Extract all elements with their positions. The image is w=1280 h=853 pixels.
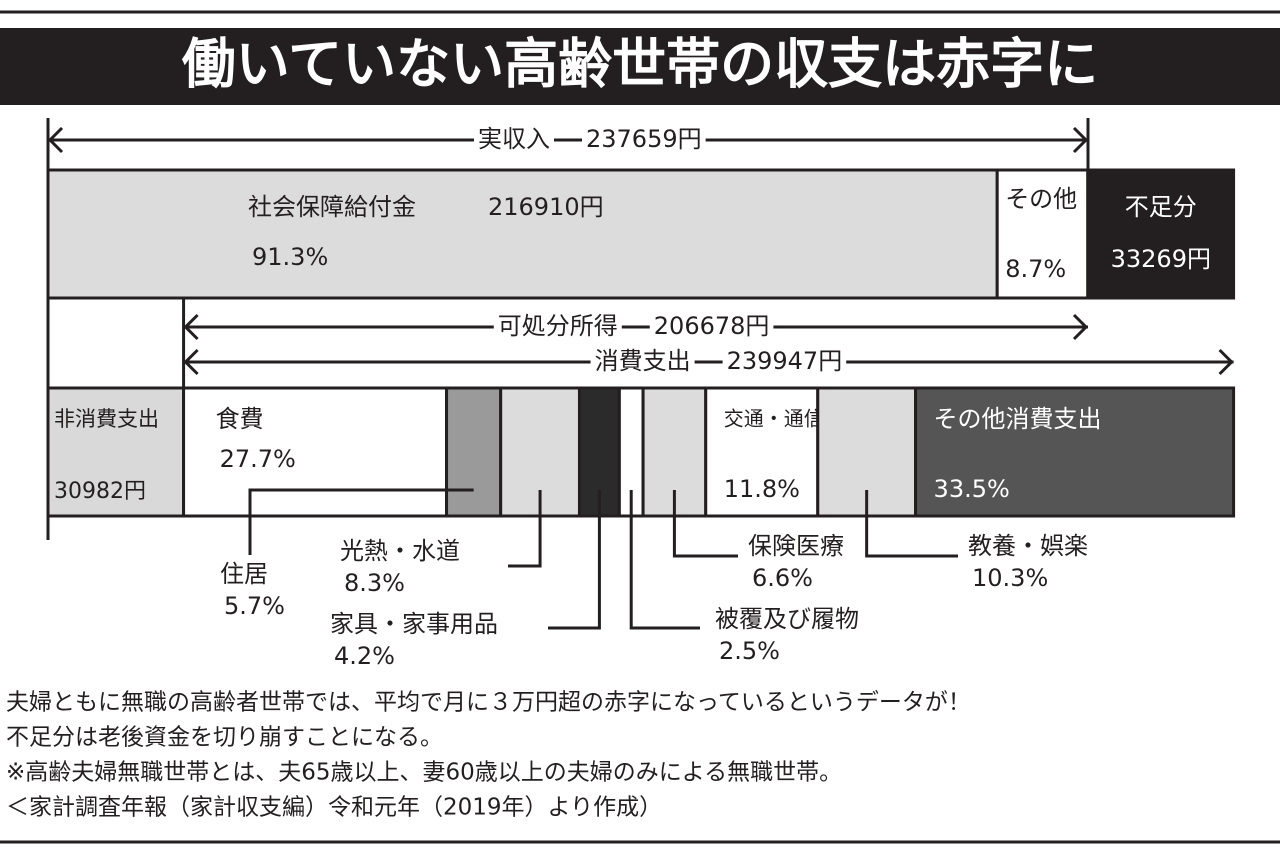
leader-line (248, 488, 474, 555)
callout-name: 被覆及び履物 (715, 605, 859, 633)
callout-share: 10.3% (972, 564, 1048, 592)
label-bg (649, 312, 774, 342)
note: ※高齢夫婦無職世帯とは、夫65歳以上、妻60歳以上の夫婦のみによる無職世帯。 (6, 760, 842, 786)
note: 不足分は老後資金を切り崩すことになる。 (6, 725, 443, 751)
bracket-label: 実収入 (478, 125, 550, 153)
label-bg (590, 347, 695, 377)
bracket-value: 206678円 (654, 312, 770, 340)
callout-share: 8.3% (344, 569, 405, 597)
arrow-head (1072, 126, 1089, 154)
segment-name: 非消費支出 (54, 407, 159, 431)
callout-share: 4.2% (334, 642, 395, 670)
arrow-head (1072, 313, 1089, 341)
arrow-head (47, 126, 64, 154)
segment-value: 216910円 (488, 193, 604, 221)
chart-title: 働いていない高齢世帯の収支は赤字に (182, 33, 1098, 96)
deficit-segment (1086, 168, 1236, 300)
callout-share: 5.7% (224, 592, 285, 620)
label-bg (722, 347, 847, 377)
callout-share: 6.6% (752, 564, 813, 592)
callout-name: 保険医療 (748, 532, 844, 560)
callout-name: 教養・娯楽 (968, 532, 1088, 560)
leader-line (865, 490, 958, 558)
segment-share: 91.3% (252, 243, 328, 271)
title-band (0, 28, 1280, 105)
income-segment (995, 168, 1090, 300)
segment-name: 社会保障給付金 (248, 193, 416, 221)
leader-line (629, 490, 700, 630)
bracket-value: 237659円 (586, 125, 702, 153)
label-bg (493, 312, 622, 342)
leader-line (508, 490, 542, 568)
consumption-segment (445, 386, 503, 518)
arrow-head (183, 348, 199, 376)
label-bg (474, 125, 554, 155)
segment-value: 30982円 (54, 479, 146, 504)
bracket-value: 239947円 (727, 347, 843, 375)
callout-name: 光熱・水道 (340, 537, 460, 565)
label-bg (582, 125, 706, 155)
deficit-value: 33269円 (1111, 245, 1211, 273)
segment-name: その他消費支出 (934, 405, 1102, 433)
segment-share: 8.7% (1005, 255, 1066, 283)
leader-line (548, 490, 601, 630)
bracket-label: 可処分所得 (498, 312, 618, 340)
segment-share: 11.8% (724, 475, 800, 503)
segment-share: 33.5% (934, 475, 1010, 503)
consumption-segment (914, 386, 1236, 518)
callout-share: 2.5% (719, 637, 780, 665)
callout-name: 住居 (220, 560, 268, 588)
leader-line (672, 490, 738, 558)
segment-name: 交通・通信 (724, 407, 824, 431)
segment-name: その他 (1005, 185, 1077, 213)
arrow-head (183, 313, 199, 341)
bracket-label: 消費支出 (595, 347, 691, 375)
note: 夫婦ともに無職の高齢者世帯では、平均で月に３万円超の赤字になっているというデータ… (6, 690, 971, 716)
segment-name: 食費 (216, 405, 264, 433)
callout-name: 家具・家事用品 (330, 610, 498, 638)
segment-share: 27.7% (220, 445, 296, 473)
arrow-head (1218, 348, 1234, 376)
consumption-segment (704, 386, 820, 518)
consumption-segment (182, 386, 449, 518)
income-segment (46, 168, 999, 300)
note: ＜家計調査年報（家計収支編）令和元年（2019年）より作成） (6, 795, 662, 821)
deficit-name: 不足分 (1125, 193, 1197, 221)
